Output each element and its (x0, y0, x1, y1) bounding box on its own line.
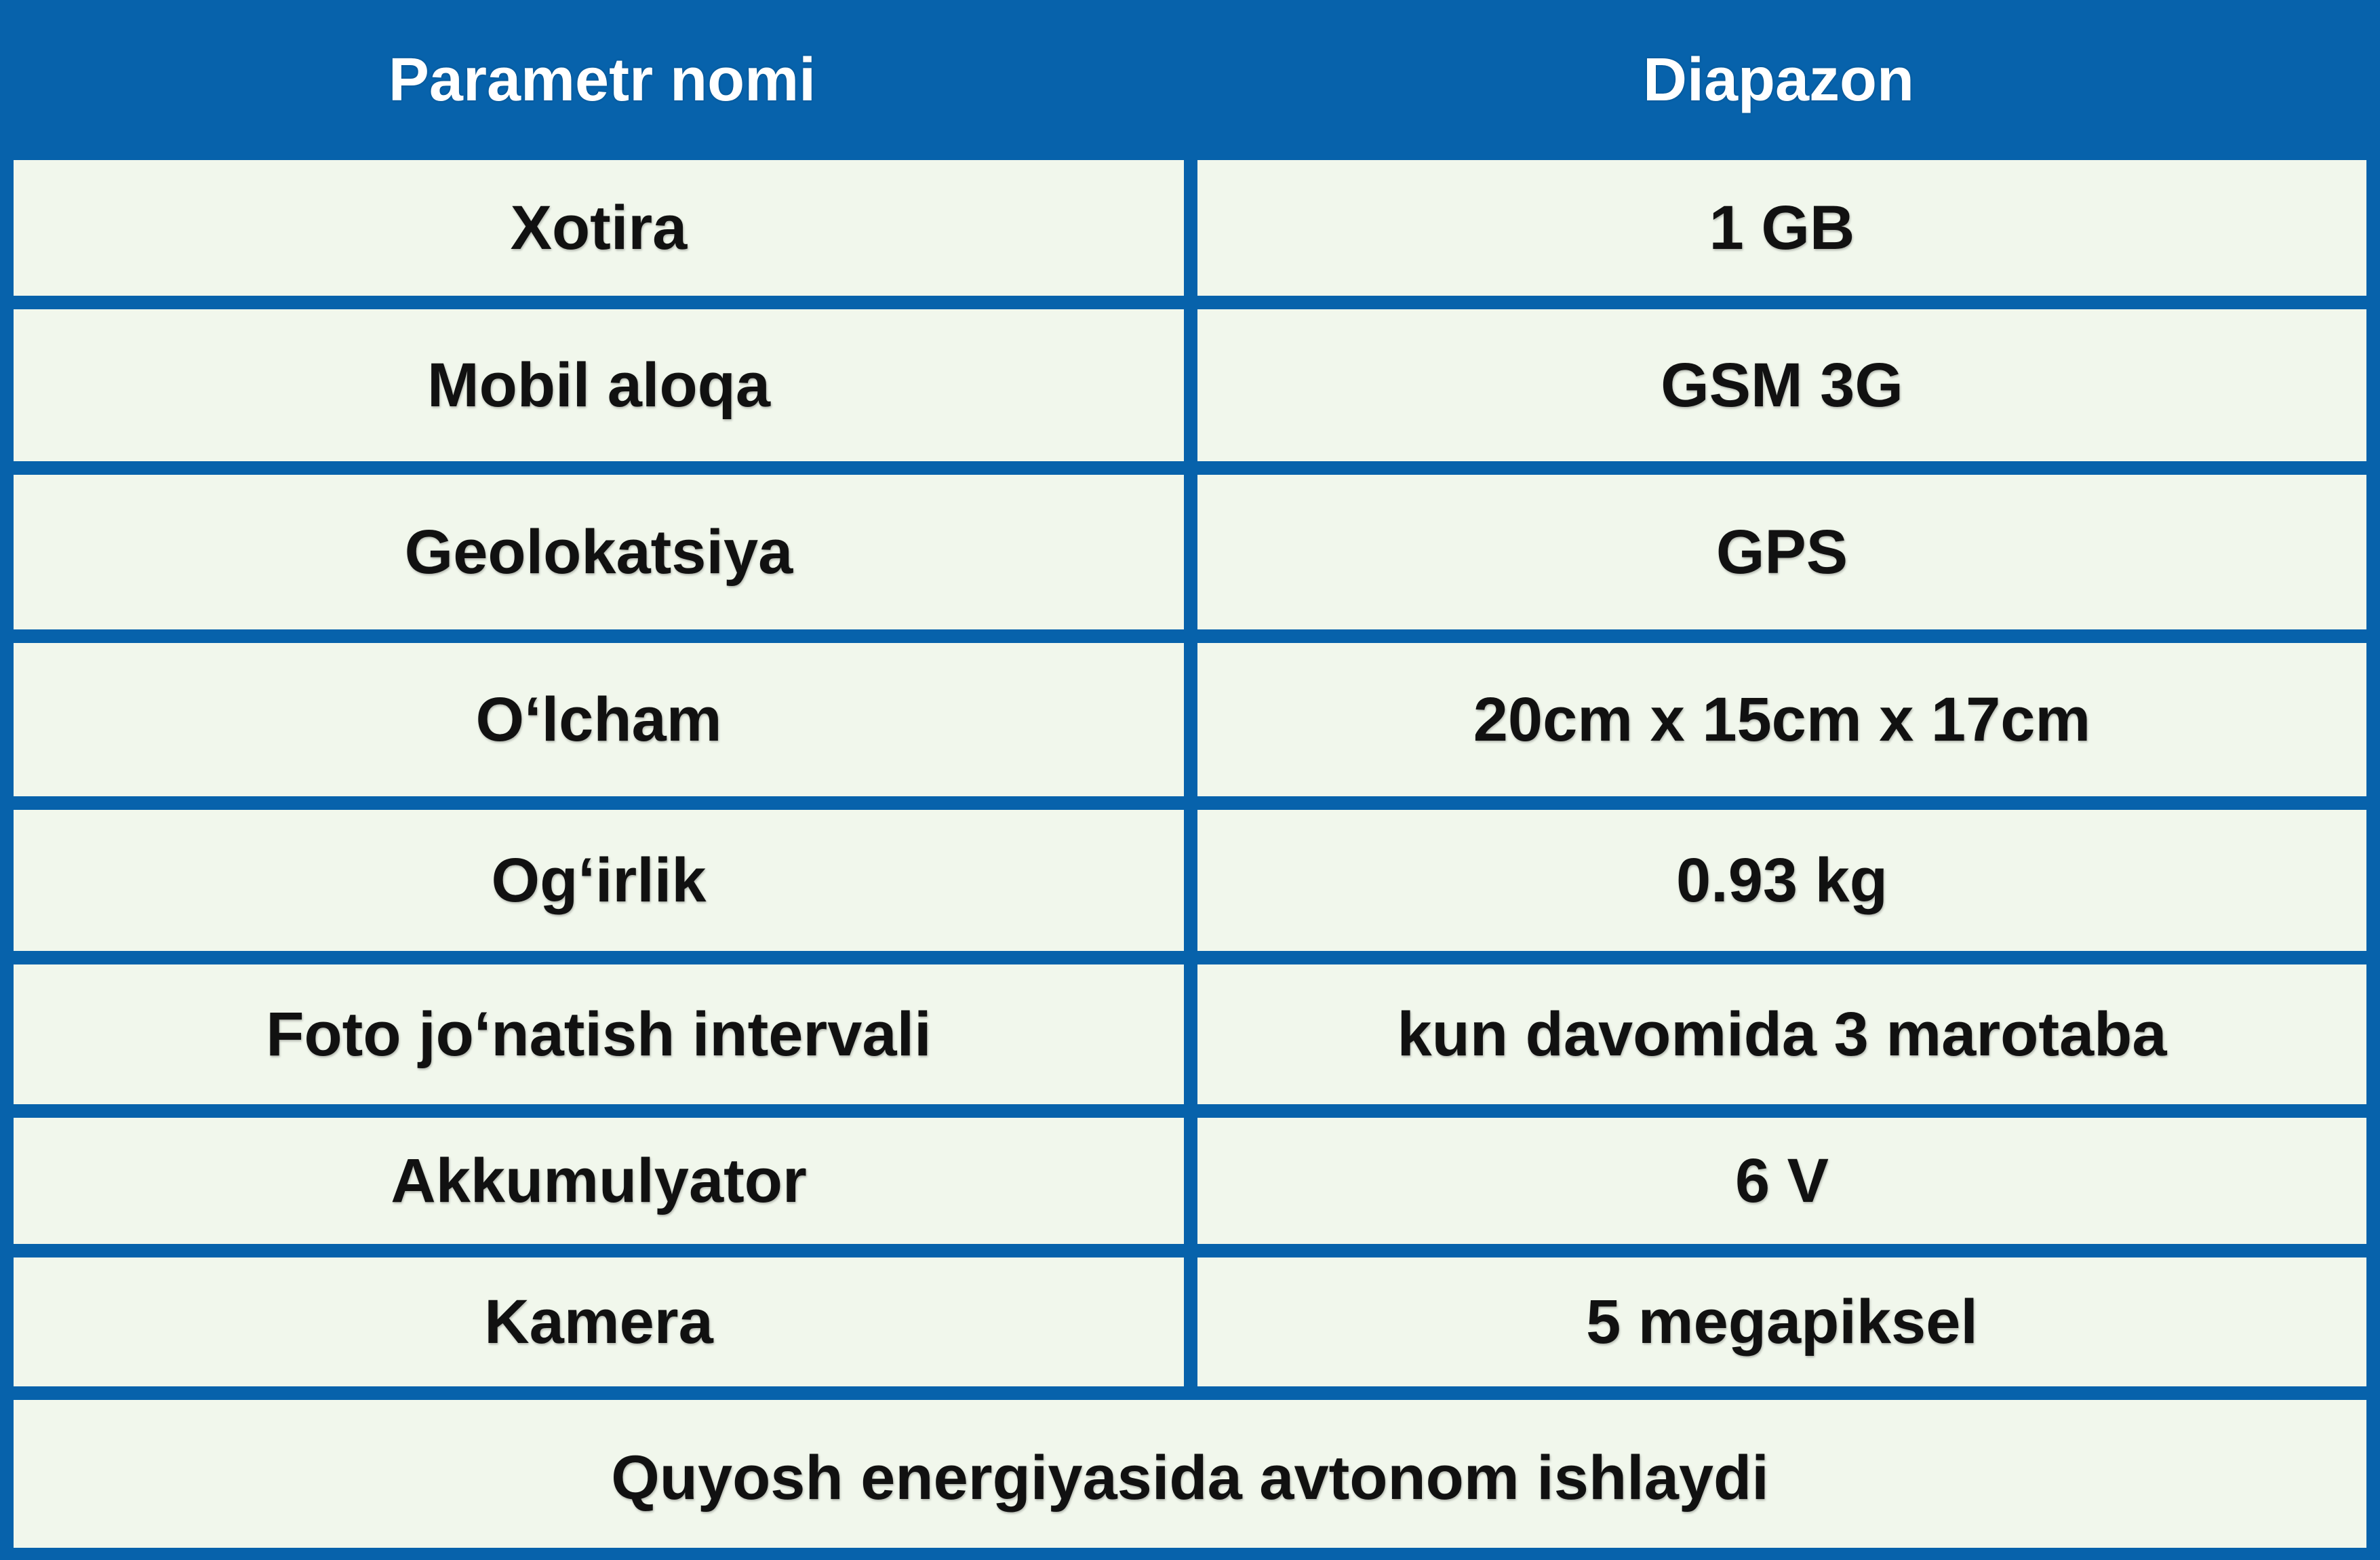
parameter-cell: O‘lcham (14, 643, 1191, 810)
bottom-border (0, 1548, 2380, 1560)
header-range: Diapazon (1191, 0, 2366, 160)
parameter-cell: Foto jo‘natish intervali (14, 964, 1191, 1118)
table-row: Og‘irlik 0.93 kg (14, 810, 2366, 964)
spec-table: Parametr nomi Diapazon Xotira 1 GB Mobil… (14, 0, 2366, 1556)
table-row: Akkumulyator 6 V (14, 1118, 2366, 1257)
value-cell: GPS (1191, 475, 2366, 643)
parameter-cell: Geolokatsiya (14, 475, 1191, 643)
table-row: Geolokatsiya GPS (14, 475, 2366, 643)
value-cell: kun davomida 3 marotaba (1191, 964, 2366, 1118)
footer-row: Quyosh energiyasida avtonom ishlaydi (14, 1400, 2366, 1556)
table-row: Kamera 5 megapiksel (14, 1257, 2366, 1400)
parameter-cell: Akkumulyator (14, 1118, 1191, 1257)
parameter-cell: Kamera (14, 1257, 1191, 1400)
parameter-cell: Og‘irlik (14, 810, 1191, 964)
value-cell: 5 megapiksel (1191, 1257, 2366, 1400)
value-cell: 1 GB (1191, 160, 2366, 309)
table-row: Mobil aloqa GSM 3G (14, 309, 2366, 475)
value-cell: 0.93 kg (1191, 810, 2366, 964)
table-row: Foto jo‘natish intervali kun davomida 3 … (14, 964, 2366, 1118)
table-row: Xotira 1 GB (14, 160, 2366, 309)
header-parameter-name: Parametr nomi (14, 0, 1191, 160)
footer-note-cell: Quyosh energiyasida avtonom ishlaydi (14, 1400, 2366, 1556)
table-row: O‘lcham 20cm x 15cm x 17cm (14, 643, 2366, 810)
parameter-cell: Mobil aloqa (14, 309, 1191, 475)
value-cell: GSM 3G (1191, 309, 2366, 475)
value-cell: 6 V (1191, 1118, 2366, 1257)
parameter-cell: Xotira (14, 160, 1191, 309)
header-row: Parametr nomi Diapazon (14, 0, 2366, 160)
value-cell: 20cm x 15cm x 17cm (1191, 643, 2366, 810)
